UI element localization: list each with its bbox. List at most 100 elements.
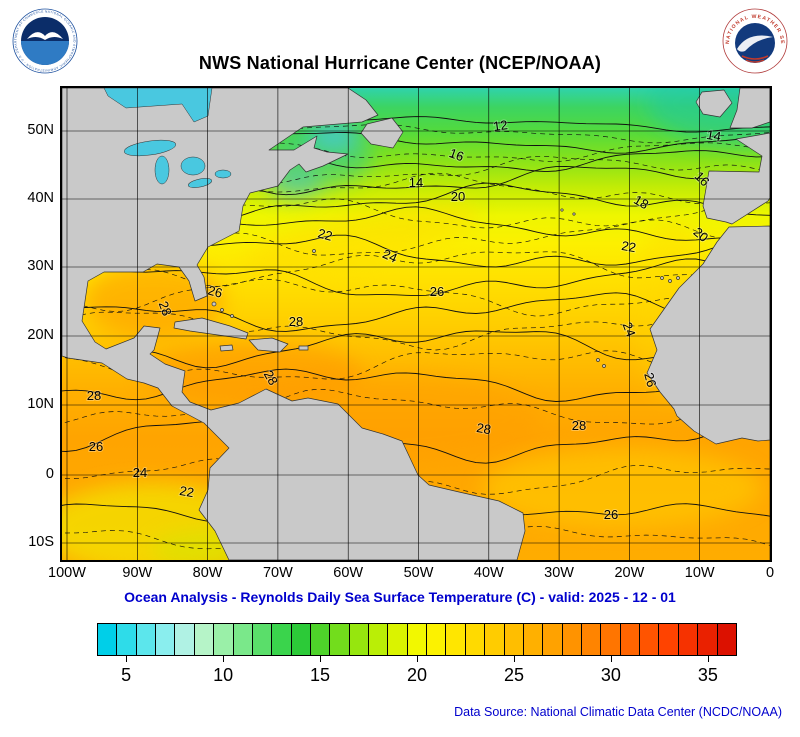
colorbar-segment bbox=[581, 624, 602, 655]
colorbar-segment bbox=[407, 624, 428, 655]
colorbar-segment bbox=[136, 624, 157, 655]
contour-label: 26 bbox=[206, 283, 224, 301]
land-bermuda bbox=[312, 249, 316, 253]
lat-axis-label: 10S bbox=[28, 534, 54, 550]
noaa-logo: NATIONAL OCEANIC AND ATMOSPHERIC ADMINIS… bbox=[12, 8, 78, 74]
land-britain bbox=[729, 88, 770, 129]
contour-label: 28 bbox=[572, 418, 586, 433]
colorbar-segment bbox=[543, 624, 563, 655]
contour-label: 22 bbox=[620, 238, 637, 255]
page-title: NWS National Hurricane Center (NCEP/NOAA… bbox=[198, 53, 602, 73]
land-cape-verde bbox=[596, 358, 600, 362]
lat-axis-label: 10N bbox=[27, 396, 54, 412]
isotherm-line-dashed bbox=[62, 251, 770, 287]
colorbar-segment bbox=[291, 624, 311, 655]
colorbar-tick-label: 25 bbox=[503, 665, 525, 685]
hudson-bay bbox=[103, 88, 213, 123]
lon-axis-label: 30W bbox=[544, 565, 574, 581]
contour-label: 28 bbox=[289, 314, 303, 329]
lon-axis-label: 70W bbox=[262, 565, 293, 581]
colorbar-segment bbox=[349, 624, 370, 655]
colorbar-segment bbox=[446, 624, 466, 655]
lat-axis-label: 50N bbox=[27, 122, 54, 138]
colorbar-segment bbox=[717, 624, 736, 655]
colorbar-tick bbox=[514, 656, 515, 662]
lat-axis-label: 30N bbox=[27, 258, 54, 274]
colorbar-tick-label: 20 bbox=[406, 665, 428, 685]
land-canary-islands bbox=[660, 276, 664, 280]
land-cape-verde bbox=[602, 364, 606, 368]
colorbar-tick bbox=[320, 656, 321, 662]
contour-label: 14 bbox=[705, 127, 722, 144]
colorbar-tick bbox=[610, 656, 612, 662]
colorbar-segment bbox=[194, 624, 215, 655]
land-azores bbox=[560, 208, 564, 212]
colorbar-segment bbox=[117, 624, 137, 655]
land-cuba bbox=[173, 317, 249, 340]
nws-globe bbox=[735, 23, 775, 63]
colorbar-segment bbox=[369, 624, 389, 655]
contour-label: 26 bbox=[89, 439, 103, 454]
isotherm-line-dashed bbox=[62, 458, 770, 495]
land-masses bbox=[62, 88, 770, 560]
land-americas bbox=[62, 88, 526, 560]
lon-axis-label: 40W bbox=[473, 565, 504, 581]
colorbar-segment bbox=[233, 624, 253, 655]
nws-logo: NATIONAL WEATHER SERVICE bbox=[720, 4, 788, 74]
lon-axis-label: 60W bbox=[333, 565, 364, 581]
isotherm-line-dashed bbox=[62, 278, 770, 317]
land-jamaica bbox=[219, 344, 234, 352]
sst-map-canvas: 1214161614182020222224242626282826282828… bbox=[62, 88, 770, 560]
land-canary-islands bbox=[668, 279, 672, 283]
land-puerto-rico bbox=[298, 345, 309, 351]
nws-stripe bbox=[745, 59, 765, 63]
colorbar-segment bbox=[252, 624, 273, 655]
contour-label: 12 bbox=[492, 117, 508, 134]
colorbar-tick-label: 35 bbox=[697, 665, 718, 685]
lon-axis-label: 80W bbox=[192, 565, 223, 581]
isotherm-line bbox=[62, 419, 770, 464]
lake-michigan bbox=[154, 155, 170, 185]
contour-label: 28 bbox=[87, 388, 101, 403]
colorbar-segment bbox=[156, 624, 176, 655]
colorbar-tick-label: 30 bbox=[600, 665, 621, 685]
colorbar-tick bbox=[126, 656, 128, 662]
contour-label: 20 bbox=[451, 189, 465, 204]
colorbar-segment bbox=[562, 624, 582, 655]
colorbar-segment bbox=[620, 624, 641, 655]
colorbar-scale bbox=[97, 623, 737, 656]
colorbar-segment bbox=[523, 624, 544, 655]
land-bahamas bbox=[230, 314, 234, 318]
lon-axis-label: 100W bbox=[48, 565, 86, 581]
contour-label: 26 bbox=[641, 371, 659, 389]
data-source-text: Data Source: National Climatic Data Cent… bbox=[454, 705, 782, 719]
land-iberia-france bbox=[702, 132, 770, 225]
lon-axis-label: 0 bbox=[765, 565, 775, 581]
lake-ontario bbox=[214, 169, 232, 179]
lat-axis-label: 40N bbox=[27, 190, 54, 206]
nws-logo-graphic: NATIONAL WEATHER SERVICE bbox=[720, 4, 788, 74]
colorbar-segment bbox=[272, 624, 292, 655]
contour-label: 26 bbox=[430, 284, 444, 299]
noaa-seagull-icon bbox=[27, 32, 63, 40]
colorbar-tick bbox=[223, 656, 225, 662]
colorbar-segment bbox=[678, 624, 699, 655]
nws-stripe bbox=[741, 55, 769, 60]
land-africa bbox=[646, 225, 770, 445]
noaa-emblem-sea bbox=[21, 41, 69, 65]
colorbar-segment bbox=[388, 624, 408, 655]
colorbar-segment bbox=[214, 624, 234, 655]
lake-erie bbox=[187, 178, 213, 188]
colorbar-segment bbox=[698, 624, 718, 655]
land-newfoundland bbox=[360, 117, 404, 149]
sst-map: 12 14 16 16 14 18 20 20 22 22 24 24 26 26 28 28 26 28 28 28… bbox=[27, 86, 774, 581]
isotherm-line bbox=[62, 292, 770, 332]
contour-label: 14 bbox=[409, 175, 423, 190]
contour-label: 24 bbox=[133, 465, 147, 480]
isotherm-line-dashed bbox=[62, 388, 770, 425]
latlon-grid bbox=[62, 88, 770, 560]
colorbar-segment bbox=[175, 624, 195, 655]
contour-label: 24 bbox=[380, 246, 399, 266]
lat-axis-label: 0 bbox=[45, 466, 54, 482]
